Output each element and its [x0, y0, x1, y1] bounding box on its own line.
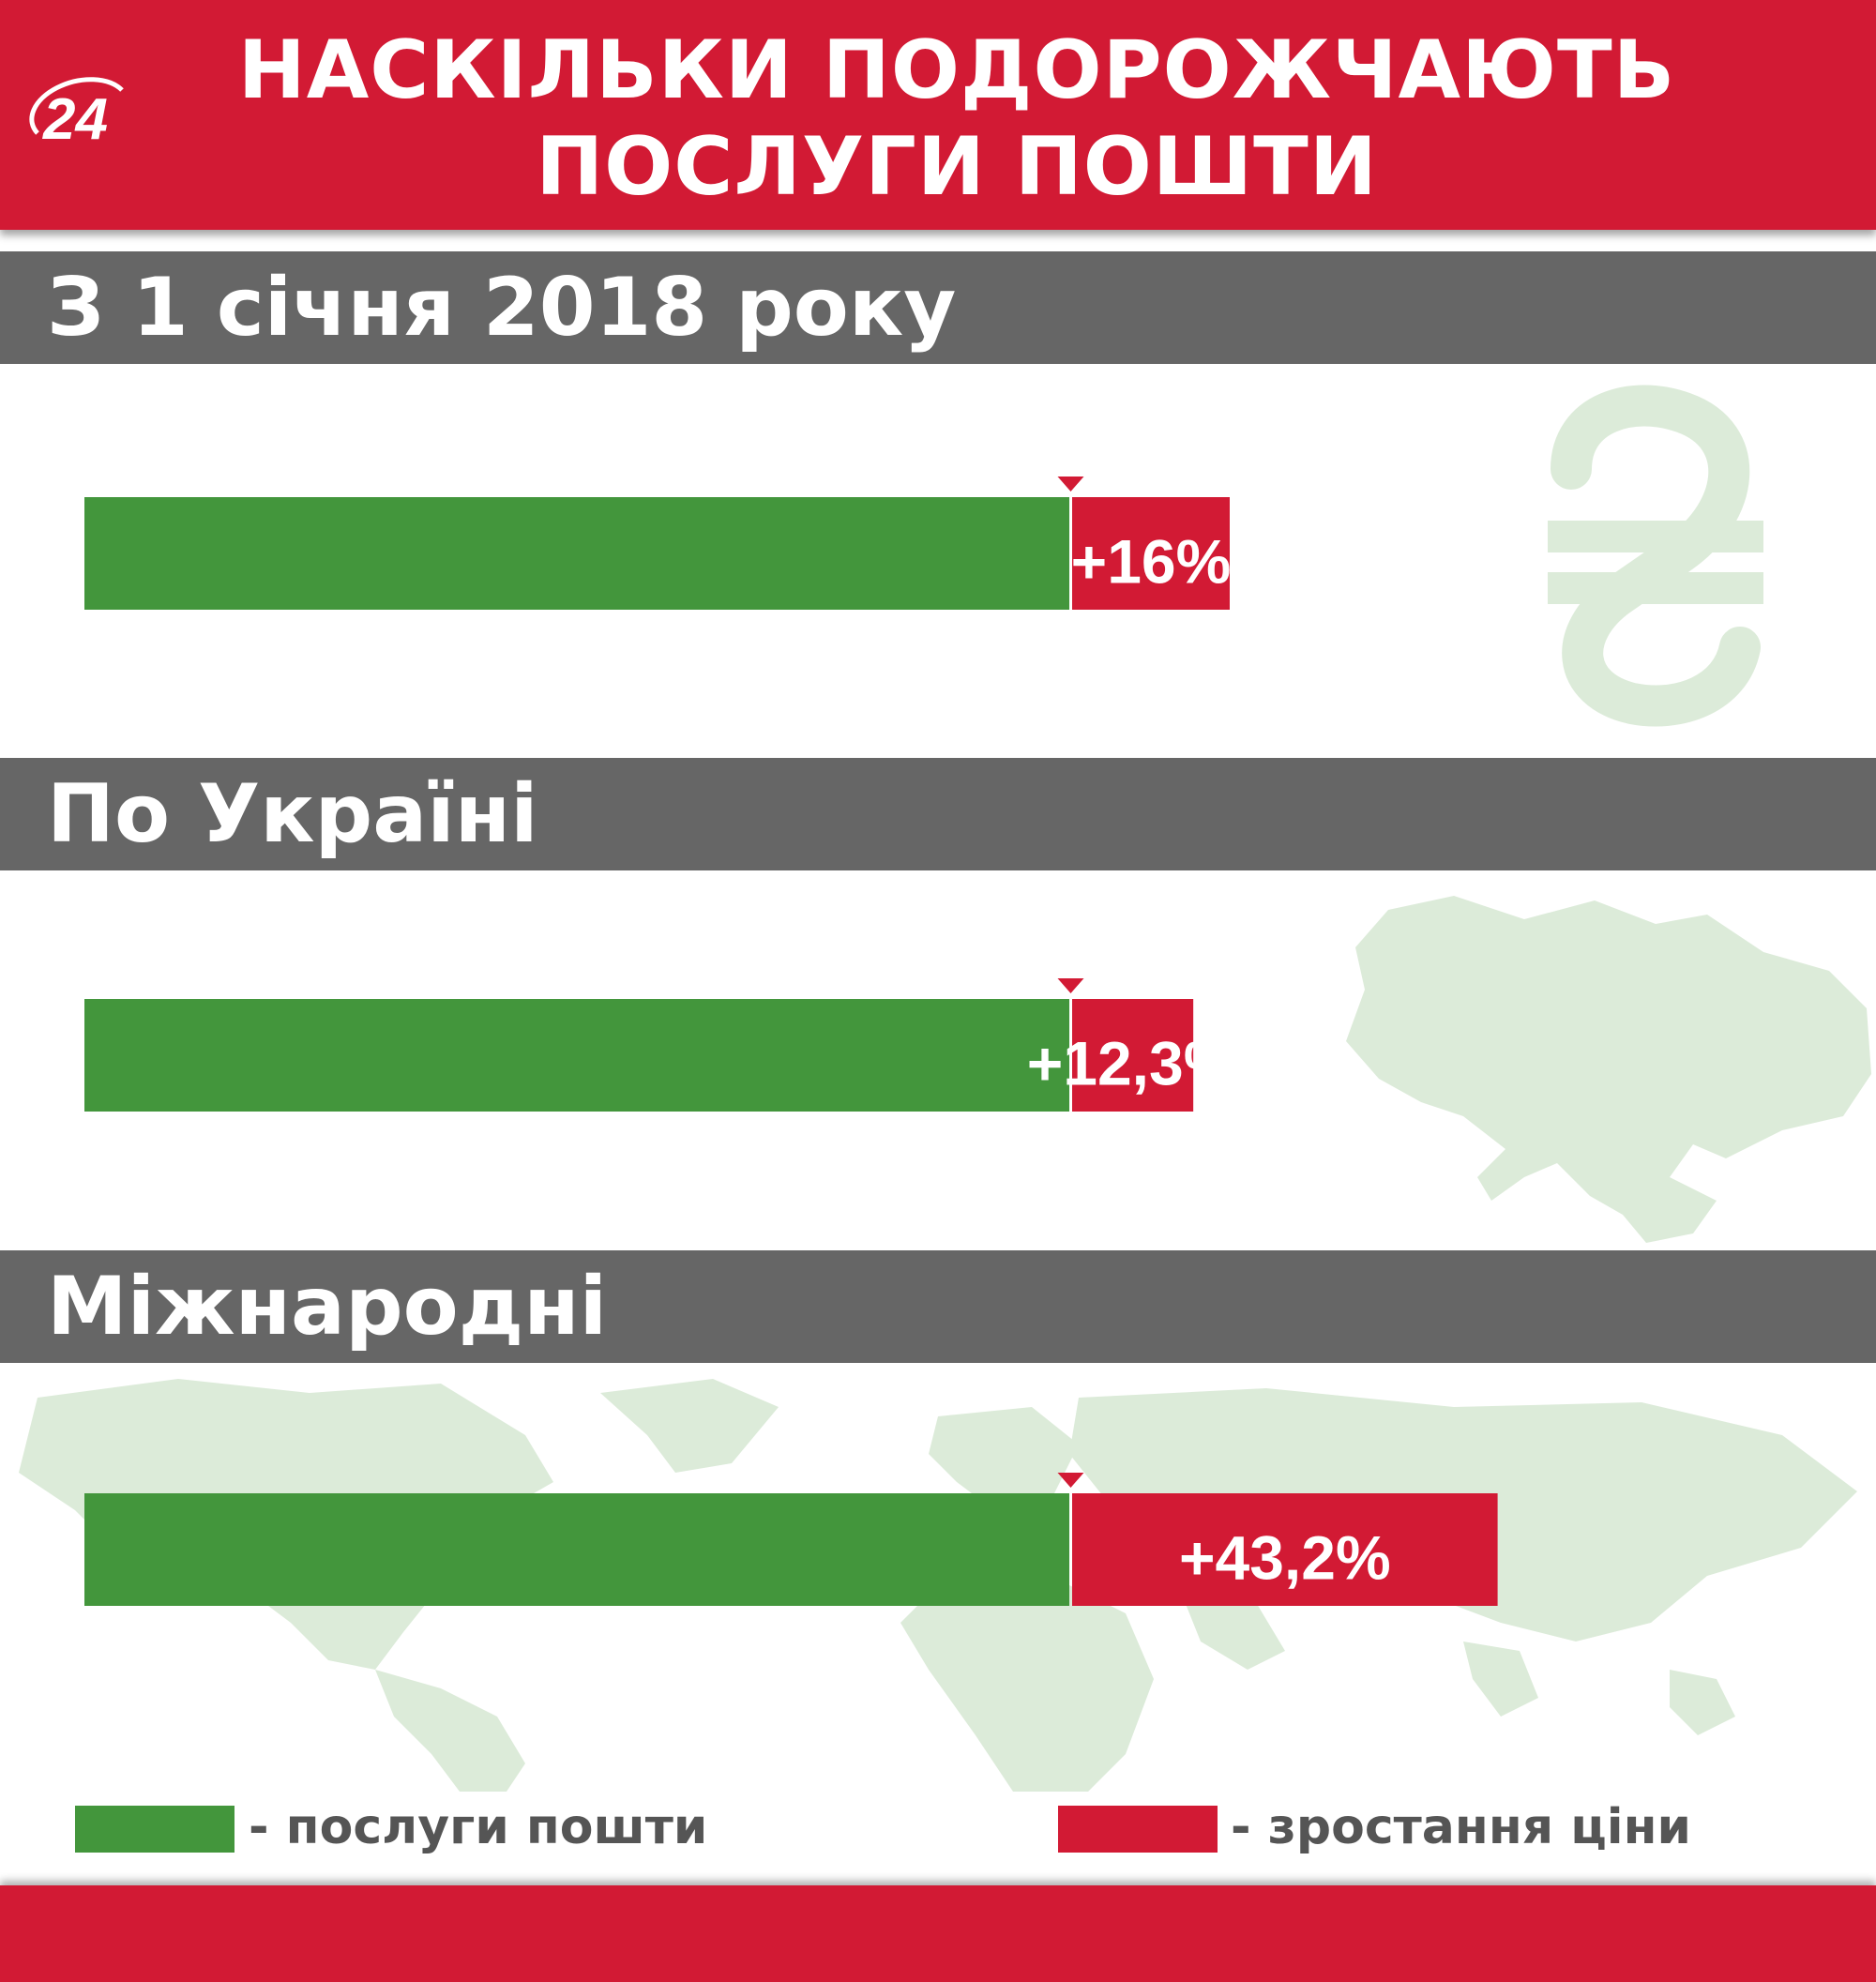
section-header-all: З 1 січня 2018 року [0, 251, 1876, 364]
channel-24-logo: 24 [29, 77, 124, 152]
legend-label-price-growth: - зростання ціни [1231, 1799, 1691, 1855]
data-label-all: +16% [1071, 527, 1232, 597]
bar-base-domestic [84, 999, 1069, 1112]
section-title-all: З 1 січня 2018 року [47, 261, 957, 355]
bar-base-all [84, 497, 1069, 610]
bar-chart-domestic: +12,3% [84, 978, 1239, 1112]
hryvnia-sign-icon [1548, 385, 1763, 727]
legend-swatch-services [75, 1806, 234, 1853]
section-header-international: Міжнародні [0, 1250, 1876, 1363]
data-label-international: +43,2% [1179, 1523, 1391, 1593]
logo-text: 24 [42, 87, 108, 152]
header-banner: 24 НАСКІЛЬКИ ПОДОРОЖЧАЮТЬ ПОСЛУГИ ПОШТИ [0, 0, 1876, 230]
marker-triangle-domestic [1057, 978, 1084, 993]
data-label-domestic: +12,3% [1027, 1029, 1239, 1098]
page-title-line-1: НАСКІЛЬКИ ПОДОРОЖЧАЮТЬ [237, 23, 1676, 117]
page-title-line-2: ПОСЛУГИ ПОШТИ [536, 120, 1378, 214]
marker-triangle-international [1057, 1473, 1084, 1488]
footer-bar [0, 1885, 1876, 1982]
bar-chart-all: +16% [84, 477, 1232, 610]
bar-base-international [84, 1493, 1069, 1606]
section-header-domestic: По Україні [0, 758, 1876, 870]
bar-increase-domestic [1072, 999, 1194, 1112]
section-title-domestic: По Україні [47, 767, 538, 861]
marker-triangle-all [1057, 477, 1084, 492]
bar-increase-international [1072, 1493, 1498, 1606]
ukraine-map-icon [1346, 896, 1871, 1243]
bar-chart-international: +43,2% [84, 1473, 1498, 1606]
section-title-international: Міжнародні [47, 1260, 608, 1354]
bar-increase-all [1072, 497, 1230, 610]
legend-swatch-price-growth [1058, 1806, 1218, 1853]
legend-label-services: - послуги пошти [249, 1799, 708, 1855]
